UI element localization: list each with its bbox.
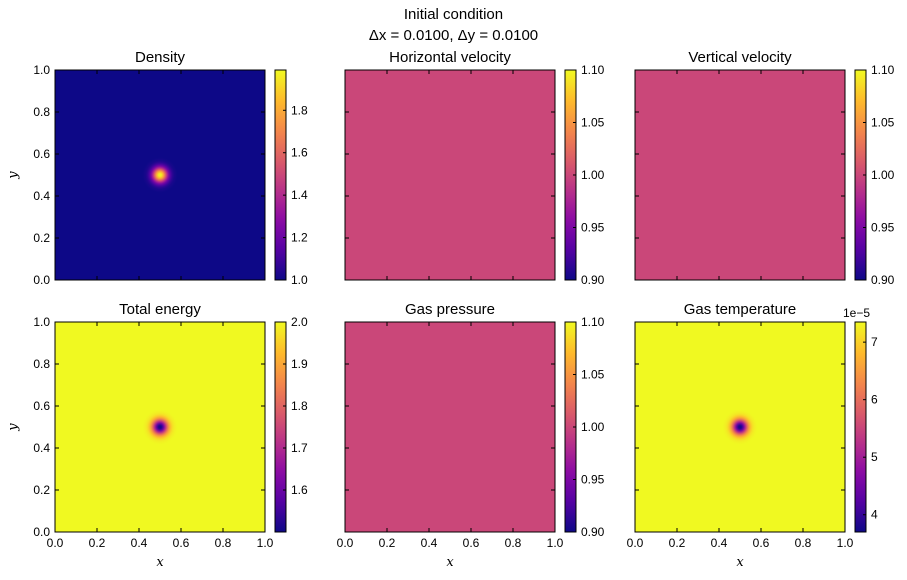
- colorbar-tick-label-gas-pressure: 1.05: [581, 368, 605, 382]
- axes-frame-total-energy: [54, 321, 266, 533]
- colorbar-tick-label-gas-pressure: 0.95: [581, 473, 605, 487]
- heatmap-blob-density: [142, 157, 178, 193]
- colorbar-tick-label-gas-temperature: 5: [871, 450, 878, 464]
- x-tick-label-gas-pressure: 0.2: [379, 536, 396, 550]
- colorbar-tick-label-vertical-velocity: 1.10: [871, 63, 895, 77]
- axes-frame-density: [54, 69, 266, 281]
- y-tick-label-total-energy: 0.8: [33, 357, 50, 371]
- colorbar-tick-label-horizontal-velocity: 1.00: [581, 168, 605, 182]
- colorbar-tick-label-gas-pressure: 1.10: [581, 315, 605, 329]
- y-tick-label-density: 1.0: [33, 63, 50, 77]
- panel-title-gas-pressure: Gas pressure: [405, 301, 495, 318]
- y-tick-label-density: 0.4: [33, 189, 50, 203]
- y-tick-label-total-energy: 1.0: [33, 315, 50, 329]
- colorbar-tick-label-horizontal-velocity: 0.95: [581, 221, 605, 235]
- y-tick-label-density: 0.6: [33, 147, 50, 161]
- colorbar-tick-label-gas-temperature: 6: [871, 393, 878, 407]
- panel-horizontal-velocity: Horizontal velocity 0.90 0.95 1.00 1.05 1.10: [344, 49, 605, 287]
- colorbar-tick-label-vertical-velocity: 0.95: [871, 221, 895, 235]
- colorbar-density: [274, 69, 287, 281]
- heatmap-blob-gas-temperature: [722, 409, 758, 445]
- axes-frame-vertical-velocity: [634, 69, 846, 281]
- y-tick-label-density: 0.8: [33, 105, 50, 119]
- y-tick-label-total-energy: 0.0: [33, 525, 50, 539]
- colorbar-tick-label-density: 1.4: [291, 188, 308, 202]
- axes-frame-horizontal-velocity: [344, 69, 556, 281]
- x-axis-label-gas-pressure: x: [446, 555, 454, 570]
- colorbar-tick-label-total-energy: 1.7: [291, 441, 308, 455]
- colorbar-tick-label-density: 1.8: [291, 103, 308, 117]
- colorbar-gas-temperature: [854, 321, 867, 533]
- x-tick-label-gas-pressure: 1.0: [547, 536, 564, 550]
- x-tick-label-total-energy: 0.0: [47, 536, 64, 550]
- x-tick-label-total-energy: 0.8: [215, 536, 232, 550]
- colorbar-tick-label-total-energy: 1.6: [291, 483, 308, 497]
- colorbar-tick-label-horizontal-velocity: 1.05: [581, 116, 605, 130]
- colorbar-tick-label-vertical-velocity: 1.00: [871, 168, 895, 182]
- y-tick-label-total-energy: 0.6: [33, 399, 50, 413]
- y-tick-label-total-energy: 0.2: [33, 483, 50, 497]
- x-tick-label-gas-pressure: 0.0: [337, 536, 354, 550]
- x-tick-label-gas-pressure: 0.6: [463, 536, 480, 550]
- panel-density: 0.0 0.2 0.4 0.6 0.8 1.0 Density y 1.0 1.2 1.4 1.6 1.…: [6, 49, 308, 287]
- panel-title-horizontal-velocity: Horizontal velocity: [389, 49, 511, 66]
- figure-title-line1: Initial condition: [403, 6, 504, 23]
- x-tick-label-gas-temperature: 0.8: [795, 536, 812, 550]
- colorbar-tick-label-density: 1.2: [291, 231, 308, 245]
- panel-title-total-energy: Total energy: [119, 301, 201, 318]
- panel-vertical-velocity: Vertical velocity 0.90 0.95 1.00 1.05 1.10: [634, 49, 895, 287]
- x-tick-label-gas-pressure: 0.4: [421, 536, 438, 550]
- axes-frame-gas-temperature: [634, 321, 846, 533]
- x-tick-label-total-energy: 0.4: [131, 536, 148, 550]
- colorbar-tick-label-gas-temperature: 4: [871, 508, 878, 522]
- colorbar-tick-label-gas-pressure: 0.90: [581, 525, 605, 539]
- colorbar-tick-label-horizontal-velocity: 1.10: [581, 63, 605, 77]
- colorbar-tick-label-vertical-velocity: 0.90: [871, 273, 895, 287]
- panel-gas-temperature: 0.0 0.2 0.4 0.6 0.8 1.0 Gas temperature x 4 5 6 7 1e…: [627, 301, 878, 570]
- x-tick-label-total-energy: 0.2: [89, 536, 106, 550]
- x-tick-label-gas-temperature: 0.4: [711, 536, 728, 550]
- colorbar-total-energy: [274, 321, 287, 533]
- x-axis-label-total-energy: x: [156, 555, 164, 570]
- panel-title-vertical-velocity: Vertical velocity: [688, 49, 792, 66]
- y-tick-label-total-energy: 0.4: [33, 441, 50, 455]
- colorbar-tick-label-total-energy: 2.0: [291, 315, 308, 329]
- heatmap-vertical-velocity: [635, 70, 845, 280]
- colorbar-tick-label-gas-temperature: 7: [871, 335, 878, 349]
- panel-total-energy: 0.0 0.2 0.4 0.6 0.8 1.0 0.0 0.2 0.4 0.6 0.8 1.0 Tota…: [6, 301, 308, 570]
- y-axis-label-density: y: [6, 171, 21, 180]
- x-tick-label-gas-temperature: 1.0: [837, 536, 854, 550]
- colorbar-tick-label-density: 1.0: [291, 273, 308, 287]
- x-axis-label-gas-temperature: x: [736, 555, 744, 570]
- colorbar-tick-label-total-energy: 1.9: [291, 357, 308, 371]
- panel-title-density: Density: [135, 49, 186, 66]
- y-tick-label-density: 0.2: [33, 231, 50, 245]
- heatmap-horizontal-velocity: [345, 70, 555, 280]
- colorbar-tick-label-total-energy: 1.8: [291, 399, 308, 413]
- axes-frame-gas-pressure: [344, 321, 556, 533]
- x-tick-label-total-energy: 1.0: [257, 536, 274, 550]
- heatmap-blob-total-energy: [142, 409, 178, 445]
- y-axis-label-total-energy: y: [6, 423, 21, 432]
- colorbar-tick-label-vertical-velocity: 1.05: [871, 116, 895, 130]
- colorbar-tick-label-gas-pressure: 1.00: [581, 420, 605, 434]
- heatmap-gas-pressure: [345, 322, 555, 532]
- panel-title-gas-temperature: Gas temperature: [684, 301, 797, 318]
- x-tick-label-gas-temperature: 0.2: [669, 536, 686, 550]
- x-tick-label-gas-temperature: 0.0: [627, 536, 644, 550]
- x-tick-label-gas-temperature: 0.6: [753, 536, 770, 550]
- colorbar-offset-text-gas-temperature: 1e−5: [843, 306, 870, 320]
- figure-title-line2: Δx = 0.0100, Δy = 0.0100: [368, 27, 539, 44]
- x-tick-label-gas-pressure: 0.8: [505, 536, 522, 550]
- panel-gas-pressure: 0.0 0.2 0.4 0.6 0.8 1.0 Gas pressure x 0.90 0.95 1…: [337, 301, 605, 570]
- colorbar-tick-label-density: 1.6: [291, 146, 308, 160]
- y-tick-label-density: 0.0: [33, 273, 50, 287]
- x-tick-label-total-energy: 0.6: [173, 536, 190, 550]
- colorbar-tick-label-horizontal-velocity: 0.90: [581, 273, 605, 287]
